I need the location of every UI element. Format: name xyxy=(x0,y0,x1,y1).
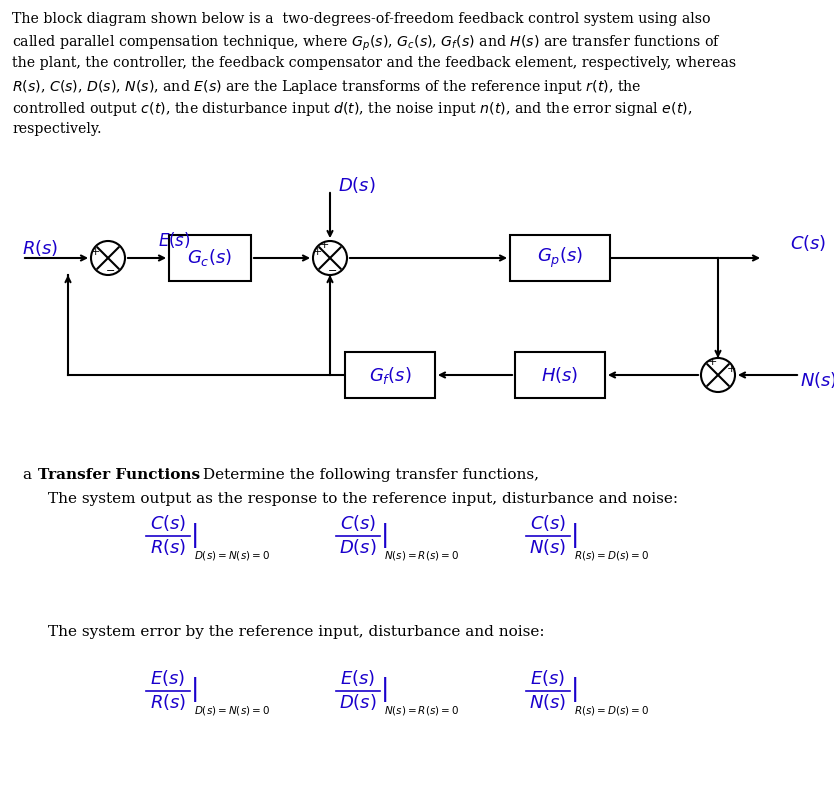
Text: $R(s)$: $R(s)$ xyxy=(22,238,58,258)
Text: $D(s)$: $D(s)$ xyxy=(338,175,375,195)
Text: Transfer Functions: Transfer Functions xyxy=(38,468,200,482)
Bar xyxy=(345,352,435,398)
Text: −: − xyxy=(329,266,338,276)
Circle shape xyxy=(701,358,735,392)
Text: a: a xyxy=(22,468,31,482)
Bar xyxy=(510,235,610,281)
Text: $C(s)$: $C(s)$ xyxy=(790,233,826,253)
Text: $R(s)$: $R(s)$ xyxy=(150,692,186,712)
Text: called parallel compensation technique, where $G_p(s)$, $G_c(s)$, $G_f(s)$ and $: called parallel compensation technique, … xyxy=(12,34,721,54)
Bar xyxy=(515,352,605,398)
Text: +: + xyxy=(319,240,329,250)
Text: +: + xyxy=(707,357,716,367)
Text: The system output as the response to the reference input, disturbance and noise:: The system output as the response to the… xyxy=(48,492,678,506)
Text: |: | xyxy=(191,523,199,548)
Text: $E(s)$: $E(s)$ xyxy=(530,668,565,688)
Text: |: | xyxy=(191,678,199,703)
Text: $E(s)$: $E(s)$ xyxy=(340,668,375,688)
Text: The system error by the reference input, disturbance and noise:: The system error by the reference input,… xyxy=(48,625,545,639)
Text: $D(s)$: $D(s)$ xyxy=(339,537,377,557)
Text: |: | xyxy=(381,678,389,703)
Text: |: | xyxy=(571,523,580,548)
Text: $D(s){=}N(s){=}0$: $D(s){=}N(s){=}0$ xyxy=(194,704,270,717)
Text: $N(s){=}R(s){=}0$: $N(s){=}R(s){=}0$ xyxy=(384,704,460,717)
Text: the plant, the controller, the feedback compensator and the feedback element, re: the plant, the controller, the feedback … xyxy=(12,56,736,70)
Text: $G_p(s)$: $G_p(s)$ xyxy=(537,246,583,270)
Bar xyxy=(169,235,251,281)
Text: The block diagram shown below is a  two-degrees-of-freedom feedback control syst: The block diagram shown below is a two-d… xyxy=(12,12,711,26)
Text: $G_c(s)$: $G_c(s)$ xyxy=(188,247,233,268)
Text: $C(s)$: $C(s)$ xyxy=(530,513,566,533)
Text: $H(s)$: $H(s)$ xyxy=(541,365,579,385)
Text: controlled output $c(t)$, the disturbance input $d(t)$, the noise input $n(t)$, : controlled output $c(t)$, the disturbanc… xyxy=(12,100,692,118)
Text: $N(s)$: $N(s)$ xyxy=(530,537,566,557)
Text: $R(s)$, $C(s)$, $D(s)$, $N(s)$, and $E(s)$ are the Laplace transforms of the ref: $R(s)$, $C(s)$, $D(s)$, $N(s)$, and $E(s… xyxy=(12,78,641,96)
Text: +: + xyxy=(726,364,736,374)
Text: $R(s){=}D(s){=}0$: $R(s){=}D(s){=}0$ xyxy=(574,704,650,717)
Text: Determine the following transfer functions,: Determine the following transfer functio… xyxy=(198,468,539,482)
Text: −: − xyxy=(106,266,116,276)
Circle shape xyxy=(313,241,347,275)
Text: $R(s){=}D(s){=}0$: $R(s){=}D(s){=}0$ xyxy=(574,549,650,562)
Text: |: | xyxy=(381,523,389,548)
Text: $E(s)$: $E(s)$ xyxy=(150,668,186,688)
Text: $N(s)$: $N(s)$ xyxy=(530,692,566,712)
Text: $C(s)$: $C(s)$ xyxy=(339,513,376,533)
Circle shape xyxy=(91,241,125,275)
Text: $D(s){=}N(s){=}0$: $D(s){=}N(s){=}0$ xyxy=(194,549,270,562)
Text: |: | xyxy=(571,678,580,703)
Text: $C(s)$: $C(s)$ xyxy=(150,513,186,533)
Text: $N(s){=}R(s){=}0$: $N(s){=}R(s){=}0$ xyxy=(384,549,460,562)
Text: $E(s)$: $E(s)$ xyxy=(158,230,191,250)
Text: $D(s)$: $D(s)$ xyxy=(339,692,377,712)
Text: $N(s)$: $N(s)$ xyxy=(800,370,834,390)
Text: $G_f(s)$: $G_f(s)$ xyxy=(369,364,411,386)
Text: $R(s)$: $R(s)$ xyxy=(150,537,186,557)
Text: +: + xyxy=(312,247,322,257)
Text: +: + xyxy=(90,247,100,257)
Text: respectively.: respectively. xyxy=(12,122,102,136)
